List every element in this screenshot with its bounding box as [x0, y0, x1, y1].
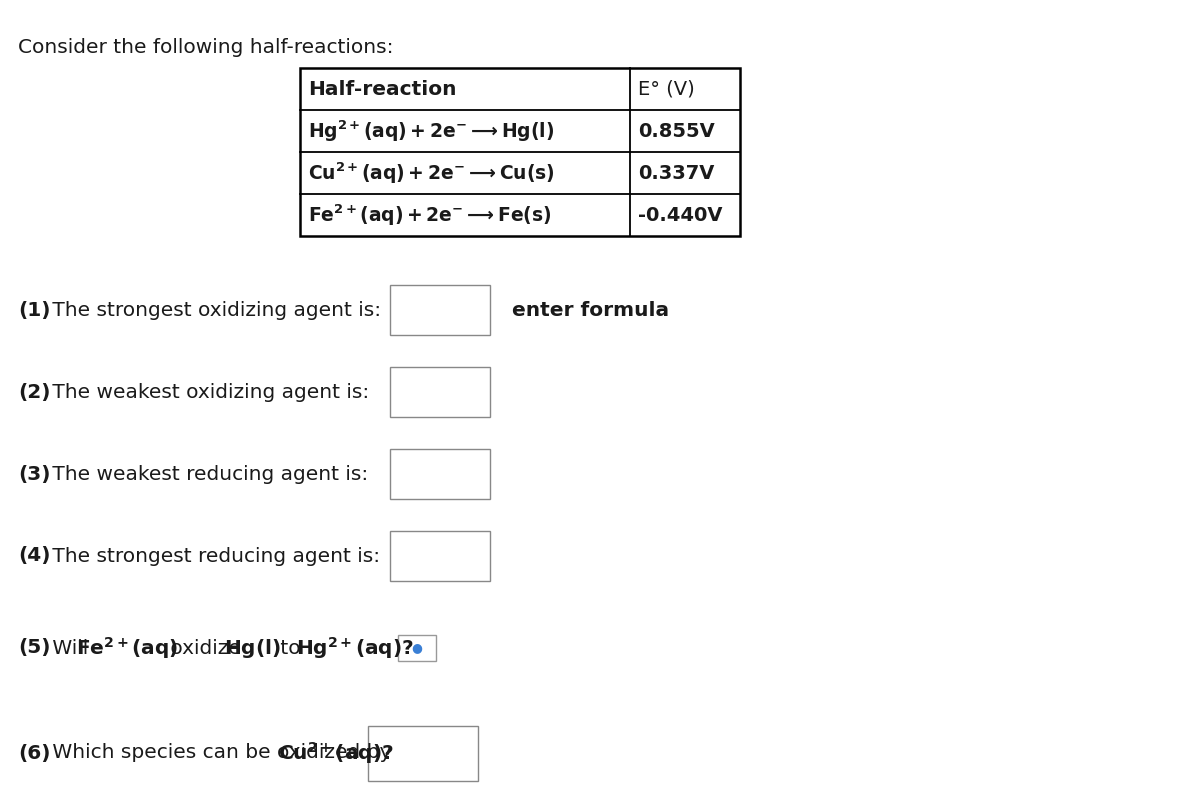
Text: $\mathbf{Hg^{2+}(aq) + 2e^{-} \longrightarrow Hg(l)}$: $\mathbf{Hg^{2+}(aq) + 2e^{-} \longright… [308, 118, 554, 143]
Text: Half-reaction: Half-reaction [308, 80, 456, 98]
Text: The weakest oxidizing agent is:: The weakest oxidizing agent is: [46, 382, 370, 402]
Text: oxidize: oxidize [164, 638, 247, 657]
Text: E° (V): E° (V) [638, 80, 695, 98]
Text: The weakest reducing agent is:: The weakest reducing agent is: [46, 464, 368, 484]
Text: $\mathbf{Cu^{2+}(aq) + 2e^{-} \longrightarrow Cu(s)}$: $\mathbf{Cu^{2+}(aq) + 2e^{-} \longright… [308, 160, 554, 186]
Bar [390, 531, 490, 581]
Text: $\mathbf{Fe^{2+}(aq) + 2e^{-} \longrightarrow Fe(s)}$: $\mathbf{Fe^{2+}(aq) + 2e^{-} \longright… [308, 203, 552, 228]
Text: (5): (5) [18, 638, 50, 657]
Text: $\mathbf{Cu^{2+}(aq)?}$: $\mathbf{Cu^{2+}(aq)?}$ [278, 740, 394, 766]
Text: (3): (3) [18, 464, 50, 484]
Text: (4): (4) [18, 547, 50, 566]
Text: (2): (2) [18, 382, 50, 402]
Text: Will: Will [46, 638, 95, 657]
Text: -0.440V: -0.440V [638, 206, 722, 225]
Text: (6): (6) [18, 744, 50, 763]
Text: Which species can be oxidized by: Which species can be oxidized by [46, 744, 397, 763]
Text: ●: ● [412, 641, 422, 655]
Bar [390, 285, 490, 335]
Text: to: to [274, 638, 307, 657]
Bar [368, 726, 478, 780]
Bar [300, 68, 740, 236]
Text: $\mathbf{Hg^{2+}(aq)?}$: $\mathbf{Hg^{2+}(aq)?}$ [296, 635, 414, 661]
Text: Consider the following half-reactions:: Consider the following half-reactions: [18, 38, 394, 57]
Text: 0.855V: 0.855V [638, 121, 715, 140]
Bar [390, 367, 490, 417]
Text: enter formula: enter formula [512, 300, 670, 319]
Text: The strongest oxidizing agent is:: The strongest oxidizing agent is: [46, 300, 382, 319]
Text: $\mathbf{Fe^{2+}(aq)}$: $\mathbf{Fe^{2+}(aq)}$ [76, 635, 178, 661]
Bar [398, 635, 436, 661]
Text: (1): (1) [18, 300, 50, 319]
Text: $\mathbf{Hg(l)}$: $\mathbf{Hg(l)}$ [224, 637, 281, 660]
Bar [390, 449, 490, 499]
Text: The strongest reducing agent is:: The strongest reducing agent is: [46, 547, 380, 566]
Text: 0.337V: 0.337V [638, 163, 714, 183]
